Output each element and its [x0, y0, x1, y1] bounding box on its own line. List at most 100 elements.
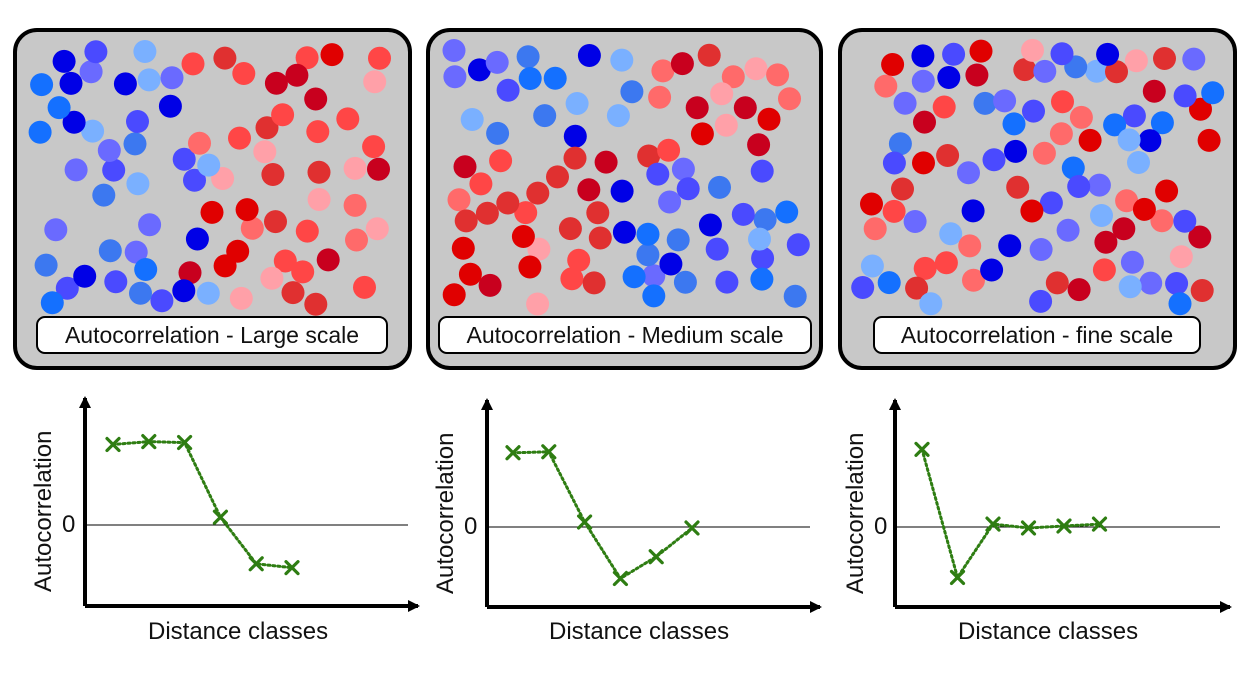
dot	[44, 218, 68, 242]
dot	[658, 190, 682, 214]
dot	[563, 124, 587, 148]
dot	[363, 70, 387, 94]
dot	[874, 74, 898, 98]
dot	[158, 94, 182, 118]
dot	[343, 156, 367, 180]
dot	[260, 266, 284, 290]
dot	[124, 240, 148, 264]
dot	[84, 40, 108, 64]
dot	[345, 228, 368, 252]
dot	[47, 96, 71, 120]
dot	[1118, 275, 1142, 299]
dot	[137, 68, 161, 92]
dot	[1139, 271, 1163, 295]
dot	[526, 181, 550, 205]
dot	[748, 227, 771, 251]
dot	[714, 113, 738, 137]
dot	[123, 132, 147, 156]
dot	[1117, 128, 1141, 152]
chart-3-point-1	[914, 441, 930, 457]
dot	[710, 82, 734, 106]
dot	[527, 237, 551, 261]
dot	[134, 258, 158, 281]
dot	[690, 122, 714, 146]
dot	[1051, 90, 1074, 114]
dot	[586, 201, 610, 225]
dot	[543, 66, 567, 90]
dot	[903, 210, 927, 233]
dot	[1190, 279, 1214, 302]
dot	[255, 116, 279, 140]
dot	[59, 71, 83, 95]
dot	[1150, 209, 1174, 233]
chart-3-ytick-zero: 0	[874, 513, 888, 540]
dot	[1150, 111, 1174, 135]
dot	[235, 198, 259, 222]
chart-3-point-5	[1056, 518, 1072, 534]
dot	[453, 155, 477, 179]
dot	[744, 57, 768, 81]
dot	[181, 52, 205, 76]
chart-2-point-6	[684, 520, 700, 536]
dot	[138, 213, 162, 237]
dot	[516, 45, 540, 69]
chart-3-point-6	[1091, 516, 1108, 532]
dot	[1112, 217, 1136, 241]
dot	[565, 92, 589, 115]
dot	[558, 217, 582, 241]
chart-3-series-line	[920, 447, 1101, 581]
dot	[993, 89, 1017, 113]
dot	[1067, 175, 1091, 198]
dot	[715, 270, 739, 294]
dot	[1090, 204, 1113, 227]
dot	[1155, 179, 1179, 203]
dot	[588, 226, 612, 250]
dot	[133, 40, 157, 63]
dot	[594, 150, 618, 174]
dot	[957, 161, 980, 185]
dot	[1142, 79, 1166, 103]
dot	[721, 65, 745, 89]
dot	[567, 248, 591, 272]
dot	[1004, 139, 1027, 163]
dot	[304, 87, 328, 111]
dot	[893, 91, 917, 115]
dot	[454, 209, 478, 233]
dot	[97, 139, 121, 162]
dot	[1103, 113, 1127, 137]
chart-2-series-line	[511, 450, 694, 581]
chart-2-point-3	[576, 514, 593, 530]
dot	[648, 85, 672, 109]
chart-1-ylabel: Autocorrelation	[30, 430, 57, 592]
dot	[486, 121, 510, 145]
dot	[747, 133, 771, 157]
dot	[40, 291, 64, 315]
dot	[958, 234, 982, 258]
dot	[172, 147, 196, 171]
chart-2-ylabel: Autocorrelation	[432, 432, 459, 594]
chart-1-ytick-zero: 0	[62, 511, 76, 538]
dot	[150, 289, 174, 313]
dot	[877, 271, 901, 295]
dot	[196, 281, 220, 305]
dot	[98, 239, 122, 263]
dot	[1122, 104, 1146, 128]
dot	[533, 104, 557, 128]
dot	[451, 236, 475, 260]
dot	[982, 148, 1006, 172]
dot	[264, 210, 287, 234]
chart-3-point-3	[985, 516, 1001, 532]
chart-1-xlabel: Distance classes	[148, 618, 329, 645]
chart-1-point-4	[212, 509, 228, 525]
chart-2-xlabel: Distance classes	[549, 618, 730, 645]
dot	[1020, 199, 1044, 223]
dot	[1127, 151, 1150, 174]
chart-2-point-5	[648, 549, 664, 565]
dot	[1173, 209, 1197, 233]
dot	[467, 58, 491, 82]
dot	[81, 119, 105, 143]
dot	[934, 251, 958, 275]
dot	[30, 73, 54, 97]
